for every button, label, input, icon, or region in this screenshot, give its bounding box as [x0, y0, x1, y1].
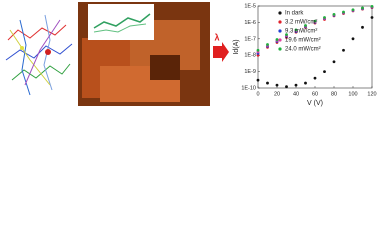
data-point — [266, 81, 269, 85]
y-tick-label: 1E-10 — [241, 85, 256, 91]
data-point — [332, 60, 336, 64]
y-tick-label: 1E-5 — [244, 3, 256, 9]
data-point — [370, 16, 374, 19]
x-tick-label: 100 — [348, 91, 357, 97]
data-point — [275, 38, 279, 41]
data-point — [285, 85, 288, 89]
figure: λ V (V) Id(A) 1E-10 1E-9 1E-8 1E-7 1E-6 1E-5 0… — [5, 2, 377, 107]
legend-marker — [278, 11, 282, 15]
data-point — [294, 83, 298, 87]
y-tick-label: 1E-8 — [244, 53, 256, 59]
data-point — [285, 33, 288, 37]
molecule-illustration — [5, 14, 73, 96]
data-point — [256, 48, 260, 52]
data-point — [323, 70, 326, 73]
legend-marker — [278, 38, 282, 42]
x-tick-label: 80 — [331, 91, 337, 97]
plot-frame — [257, 5, 373, 89]
data-point — [294, 28, 298, 32]
data-point — [275, 83, 279, 87]
legend-label: 9.3 mW/cm² — [285, 29, 317, 35]
x-tick-label: 120 — [367, 91, 376, 97]
x-axis-label: V (V) — [307, 100, 323, 107]
data-point — [266, 43, 269, 46]
arrow-label: λ — [214, 32, 219, 42]
x-tick-label: 60 — [312, 91, 318, 97]
legend-marker — [278, 29, 282, 33]
data-point — [304, 81, 307, 85]
data-point — [342, 48, 345, 52]
micrograph — [78, 2, 210, 106]
legend-marker — [278, 20, 282, 24]
legend-label: 19.6 mW/cm² — [285, 38, 321, 44]
data-point — [304, 24, 307, 27]
data-point — [332, 12, 336, 16]
legend-label: 3.2 mW/cm² — [285, 20, 317, 26]
data-point — [370, 4, 374, 8]
data-point — [323, 16, 326, 19]
data-point — [351, 37, 355, 41]
x-tick-label: 20 — [274, 91, 280, 97]
y-tick-label: 1E-9 — [244, 69, 256, 75]
data-point — [361, 6, 364, 10]
y-tick-label: 1E-6 — [244, 20, 256, 26]
data-point — [313, 76, 317, 80]
legend-label: In dark — [285, 11, 304, 17]
y-axis-label: Id(A) — [233, 39, 240, 54]
light-arrow: λ — [213, 32, 229, 62]
data-point — [313, 19, 317, 23]
data-point — [361, 25, 364, 29]
data-point — [256, 78, 260, 82]
x-tick-label: 0 — [256, 91, 259, 97]
legend-marker — [278, 47, 282, 51]
y-tick-label: 1E-7 — [244, 36, 256, 42]
x-tick-label: 40 — [293, 91, 299, 97]
data-point — [342, 10, 345, 14]
legend-label: 24.0 mW/cm² — [285, 47, 321, 53]
data-point — [351, 8, 355, 12]
